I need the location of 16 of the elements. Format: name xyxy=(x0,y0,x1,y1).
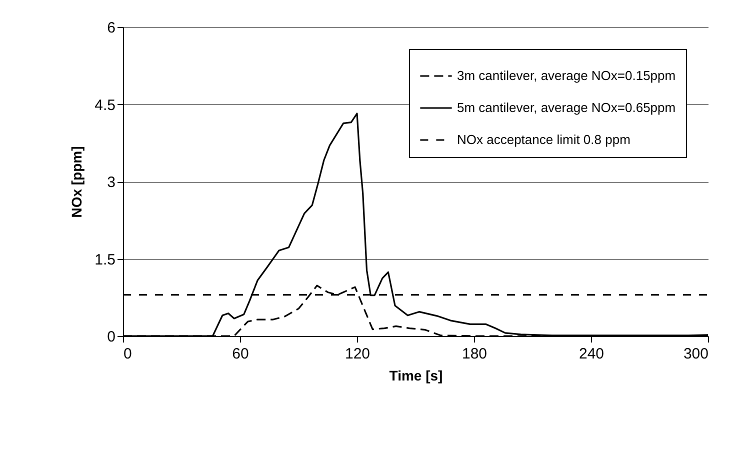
x-tick-label: 120 xyxy=(344,346,370,362)
x-axis-title: Time [s] xyxy=(389,368,443,384)
y-tick-label: 6 xyxy=(107,20,116,36)
y-tick-label: 3 xyxy=(107,174,116,191)
y-axis-title: NOx [ppm] xyxy=(68,146,85,218)
y-tick-label: 4.5 xyxy=(94,96,116,114)
x-tick-label: 60 xyxy=(232,346,249,362)
y-tick-label: 1.5 xyxy=(94,251,116,268)
legend-label: 5m cantilever, average NOx=0.65ppm xyxy=(457,100,676,115)
legend-label: NOx acceptance limit 0.8 ppm xyxy=(457,132,630,147)
legend-label: 3m cantilever, average NOx=0.15ppm xyxy=(457,68,676,83)
x-tick-label: 240 xyxy=(578,346,604,362)
x-tick-label: 180 xyxy=(462,346,488,362)
x-tick-label: 0 xyxy=(124,346,132,362)
y-tick-label: 0 xyxy=(107,328,116,346)
x-tick-label: 300 xyxy=(683,346,708,362)
